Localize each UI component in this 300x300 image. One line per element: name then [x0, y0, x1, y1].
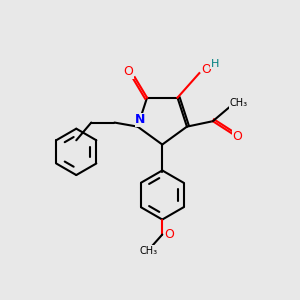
Text: O: O — [232, 130, 242, 143]
Text: CH₃: CH₃ — [230, 98, 248, 109]
Text: O: O — [201, 62, 211, 76]
Text: O: O — [123, 65, 133, 78]
Text: N: N — [135, 113, 146, 126]
Text: H: H — [211, 58, 219, 69]
Text: CH₃: CH₃ — [140, 246, 158, 256]
Text: O: O — [164, 228, 174, 241]
